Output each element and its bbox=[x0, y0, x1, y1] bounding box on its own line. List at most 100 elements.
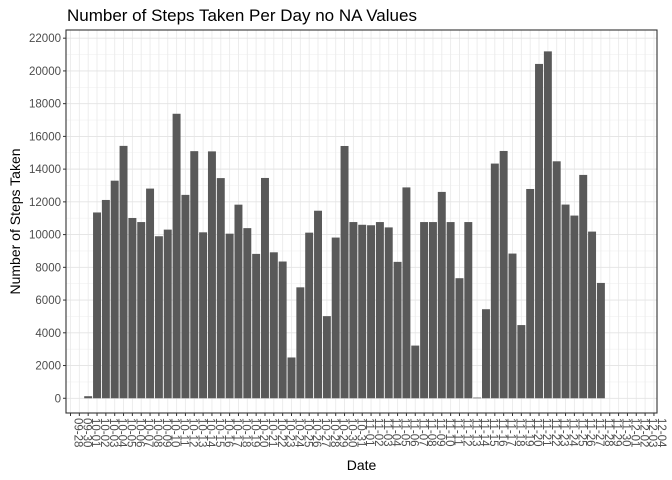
bar bbox=[596, 282, 605, 399]
y-tick-label: 0 bbox=[55, 393, 61, 405]
bar bbox=[455, 278, 464, 399]
bar bbox=[570, 215, 579, 399]
bar bbox=[588, 231, 597, 399]
y-tick-label: 10000 bbox=[29, 230, 61, 242]
bar bbox=[340, 145, 349, 399]
x-tick-label: 11-04 bbox=[390, 418, 402, 447]
x-tick-label: 10-21 bbox=[266, 418, 278, 447]
bar bbox=[128, 217, 137, 399]
x-tick-label: 10-11 bbox=[178, 418, 190, 447]
bar bbox=[93, 212, 101, 399]
y-axis-label: Number of Steps Taken bbox=[7, 148, 23, 294]
x-tick-label: 12-03 bbox=[646, 418, 658, 447]
x-tick-label: 11-03 bbox=[381, 418, 393, 447]
x-tick-label: 09-30 bbox=[80, 418, 92, 447]
x-tick-label: 11-22 bbox=[549, 418, 561, 447]
bar bbox=[552, 161, 561, 399]
chart-title: Number of Steps Taken Per Day no NA Valu… bbox=[67, 6, 417, 25]
x-tick-label: 11-10 bbox=[443, 418, 455, 447]
x-tick-label: 10-07 bbox=[142, 418, 154, 447]
x-tick-label: 11-30 bbox=[620, 418, 632, 447]
y-tick-label: 22000 bbox=[29, 33, 61, 45]
y-tick-label: 12000 bbox=[29, 197, 61, 209]
bar bbox=[137, 222, 146, 399]
x-tick-label: 11-01 bbox=[363, 418, 375, 447]
bar bbox=[163, 229, 172, 399]
x-tick-label: 10-10 bbox=[169, 418, 181, 447]
x-tick-label: 11-24 bbox=[567, 418, 579, 447]
x-tick-label: 11-26 bbox=[584, 418, 596, 447]
bar bbox=[181, 194, 190, 399]
bar bbox=[243, 228, 252, 399]
x-tick-label: 11-27 bbox=[593, 418, 605, 447]
x-tick-label: 10-12 bbox=[186, 418, 198, 447]
bar bbox=[446, 222, 455, 399]
bar bbox=[375, 222, 384, 399]
x-tick-label: 10-31 bbox=[354, 418, 366, 447]
bar bbox=[331, 237, 340, 399]
x-tick-label: 12-04 bbox=[655, 418, 667, 448]
y-tick-label: 20000 bbox=[29, 66, 61, 78]
bar bbox=[84, 396, 93, 399]
x-tick-label: 11-09 bbox=[434, 418, 446, 447]
x-tick-label: 10-13 bbox=[195, 418, 207, 447]
x-tick-label: 10-03 bbox=[107, 418, 119, 447]
bar bbox=[517, 325, 526, 399]
bar bbox=[526, 188, 535, 399]
y-tick-label: 4000 bbox=[35, 328, 61, 340]
x-tick-label: 09-28 bbox=[72, 418, 84, 447]
x-tick-label: 10-30 bbox=[346, 418, 358, 447]
bar bbox=[393, 261, 402, 399]
x-tick-label: 11-11 bbox=[452, 418, 464, 446]
x-tick-label: 10-18 bbox=[239, 418, 251, 447]
bar bbox=[322, 316, 331, 399]
bar bbox=[358, 224, 367, 399]
bar bbox=[508, 253, 517, 399]
x-tick-label: 10-01 bbox=[89, 418, 101, 447]
x-tick-label: 10-29 bbox=[337, 418, 349, 447]
bar bbox=[561, 204, 570, 399]
y-tick-label: 16000 bbox=[29, 131, 61, 143]
x-tick-label: 11-20 bbox=[531, 418, 543, 447]
x-tick-label: 10-20 bbox=[257, 418, 269, 447]
bar bbox=[146, 188, 155, 399]
y-tick-label: 2000 bbox=[35, 361, 61, 373]
bar bbox=[110, 180, 119, 399]
bar bbox=[296, 287, 305, 399]
x-tick-label: 10-08 bbox=[151, 418, 163, 447]
bar bbox=[411, 345, 420, 399]
bar bbox=[252, 253, 261, 399]
y-tick-label: 14000 bbox=[29, 164, 61, 176]
bar bbox=[579, 174, 588, 399]
x-tick-label: 11-07 bbox=[416, 418, 428, 447]
bar bbox=[287, 357, 296, 399]
bar bbox=[190, 151, 199, 399]
x-tick-label: 10-17 bbox=[231, 418, 243, 447]
x-tick-label: 10-26 bbox=[310, 418, 322, 447]
x-tick-label: 10-19 bbox=[248, 418, 260, 447]
x-tick-label: 10-27 bbox=[319, 418, 331, 447]
bar bbox=[154, 236, 163, 399]
bar bbox=[420, 222, 429, 399]
x-tick-label: 10-25 bbox=[301, 418, 313, 447]
x-axis-label: Date bbox=[347, 457, 377, 473]
bar bbox=[278, 261, 287, 399]
x-tick-label: 11-14 bbox=[478, 418, 490, 447]
bar bbox=[216, 178, 225, 399]
bar bbox=[305, 232, 314, 399]
bar bbox=[349, 222, 358, 399]
x-tick-label: 11-02 bbox=[372, 418, 384, 447]
x-tick-label: 11-16 bbox=[496, 418, 508, 447]
x-tick-label: 11-21 bbox=[540, 418, 552, 447]
bar bbox=[535, 63, 543, 399]
bar bbox=[437, 191, 446, 399]
x-tick-label: 10-15 bbox=[213, 418, 225, 447]
x-tick-label: 11-15 bbox=[487, 418, 499, 447]
bar bbox=[261, 177, 269, 399]
x-tick-label: 11-08 bbox=[425, 418, 437, 447]
bar bbox=[234, 204, 243, 399]
x-tick-label: 12-01 bbox=[628, 418, 640, 447]
x-tick-label: 10-23 bbox=[284, 418, 296, 447]
